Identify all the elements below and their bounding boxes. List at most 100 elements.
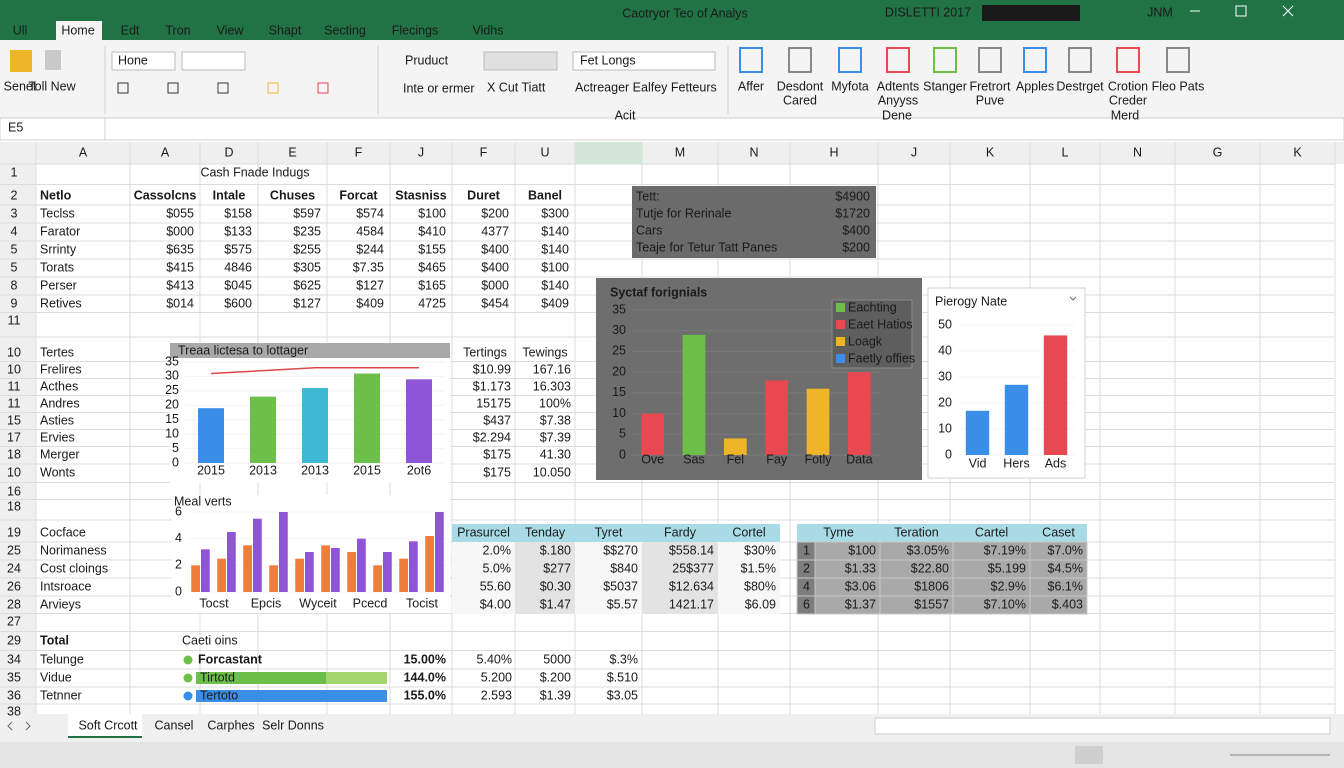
ribbon-button[interactable]: Cared [783, 93, 817, 107]
bar [321, 545, 330, 592]
format-icon[interactable] [167, 82, 179, 94]
ribbon-button[interactable]: Toll New [28, 79, 76, 93]
ribbon-button[interactable]: Creder [1109, 93, 1147, 107]
tool-icon[interactable] [933, 47, 957, 73]
ribbon-tab[interactable]: View [217, 23, 245, 37]
cell: 25$377 [672, 561, 714, 575]
ribbon-button[interactable]: Pruduct [405, 53, 449, 67]
summary-value: $4900 [835, 189, 870, 203]
close-icon[interactable] [1282, 5, 1294, 17]
sheet-tab[interactable]: Carphes [207, 718, 254, 732]
y-tick-label: 0 [172, 455, 179, 469]
cell: $235 [293, 224, 321, 238]
cell: $165 [418, 278, 446, 292]
ribbon-tab[interactable]: Home [61, 23, 94, 37]
ribbon-button[interactable]: Anyyss [878, 93, 918, 107]
tool-icon[interactable] [838, 47, 862, 73]
x-tick-label: Sas [683, 452, 705, 466]
ribbon-button[interactable]: Puve [976, 93, 1005, 107]
ribbon-button[interactable]: Destrget [1056, 79, 1104, 93]
cell: Farator [40, 224, 80, 238]
table-cell [452, 596, 515, 614]
share-button[interactable] [982, 5, 1080, 21]
tab-nav[interactable] [7, 721, 31, 731]
table-header-cell [642, 524, 718, 542]
font-box[interactable] [111, 51, 176, 71]
cell: $409 [541, 296, 569, 310]
x-tick-label: Data [846, 452, 872, 466]
chart-title-bar [170, 343, 450, 358]
ribbon-button[interactable]: X Cut Tiatt [487, 80, 546, 94]
format-box[interactable] [572, 51, 716, 71]
cell: 15.00% [404, 652, 446, 666]
ribbon-button[interactable]: Apples [1016, 79, 1054, 93]
tool-icon[interactable] [788, 47, 812, 73]
ribbon-button[interactable]: Inte or ermer [403, 81, 475, 95]
ribbon-tab[interactable]: Vidhs [472, 23, 503, 37]
tool-icon[interactable] [978, 47, 1002, 73]
column-header: M [675, 145, 685, 159]
bar [723, 438, 747, 455]
tool-icon[interactable] [886, 47, 910, 73]
ribbon-button[interactable]: Stanger [923, 79, 967, 93]
active-sheet-tab[interactable] [68, 714, 142, 738]
ribbon-tab[interactable]: Flecings [392, 23, 439, 37]
y-tick-label: 10 [612, 406, 626, 420]
y-tick-label: 25 [612, 344, 626, 358]
bar [227, 532, 236, 592]
row-header: 25 [7, 543, 21, 557]
item-label: Tirtotd [200, 670, 235, 684]
format-icon[interactable] [317, 82, 329, 94]
format-icon[interactable] [117, 82, 129, 94]
cell: $400 [481, 260, 509, 274]
cell: $574 [356, 206, 384, 220]
tool-icon[interactable] [1068, 47, 1092, 73]
ribbon-button[interactable]: Desdont [777, 79, 824, 93]
tool-icon[interactable] [1116, 47, 1140, 73]
share-button-label[interactable]: Casrted Rewings [983, 5, 1078, 19]
table-cell [642, 542, 718, 560]
ribbon-tab[interactable]: Tron [165, 23, 190, 37]
cell: $.3% [610, 652, 639, 666]
ribbon-button[interactable]: Senet [4, 79, 37, 93]
summary-value: $1720 [835, 206, 870, 220]
bar [354, 373, 380, 463]
format-icon[interactable] [217, 82, 229, 94]
ribbon-button[interactable]: Affer [738, 79, 764, 93]
cell: $7.39 [540, 430, 571, 444]
chart-title: Syctaf forignials [610, 285, 707, 299]
ribbon-tab[interactable]: Ull [13, 23, 28, 37]
format-icon[interactable] [267, 82, 279, 94]
table-cell [718, 578, 780, 596]
tool-icon[interactable] [1023, 47, 1047, 73]
tool-icon[interactable] [739, 47, 763, 73]
y-tick-label: 20 [165, 398, 179, 412]
ribbon-tab[interactable]: Shapt [269, 23, 302, 37]
ribbon-button[interactable]: Myfota [831, 79, 869, 93]
chart-menu-icon[interactable] [1069, 296, 1077, 301]
cell: $3.05 [607, 688, 638, 702]
ribbon-tab[interactable]: Edt [121, 23, 140, 37]
row-header: 18 [7, 499, 21, 513]
summary-value: $200 [842, 240, 870, 254]
cell: $465 [418, 260, 446, 274]
table-header-cell [452, 524, 515, 542]
ribbon-button[interactable]: Fleo Pats [1152, 79, 1205, 93]
sheet-tab[interactable]: Selr Donns [262, 718, 324, 732]
ribbon-button[interactable]: Crotion [1108, 79, 1148, 93]
sheet-tab[interactable]: Soft Crcott [78, 718, 138, 732]
maximize-icon[interactable] [1235, 5, 1247, 17]
tool-icon[interactable] [1166, 47, 1190, 73]
y-tick-label: 35 [612, 302, 626, 316]
ribbon-button[interactable]: Adtents [877, 79, 919, 93]
size-box[interactable] [181, 51, 246, 71]
y-tick-label: 2 [175, 558, 182, 572]
ribbon-button[interactable]: Fretrort [970, 79, 1012, 93]
column-header: K [1293, 145, 1302, 159]
sheet-tab[interactable]: Cansel [155, 718, 194, 732]
table-cell [575, 578, 642, 596]
view-button[interactable] [1075, 746, 1103, 764]
ribbon-tab[interactable]: Secting [324, 23, 366, 37]
cell: 10.050 [533, 465, 571, 479]
ribbon-button[interactable]: Actreager Ealfey Fetteurs [575, 80, 717, 94]
